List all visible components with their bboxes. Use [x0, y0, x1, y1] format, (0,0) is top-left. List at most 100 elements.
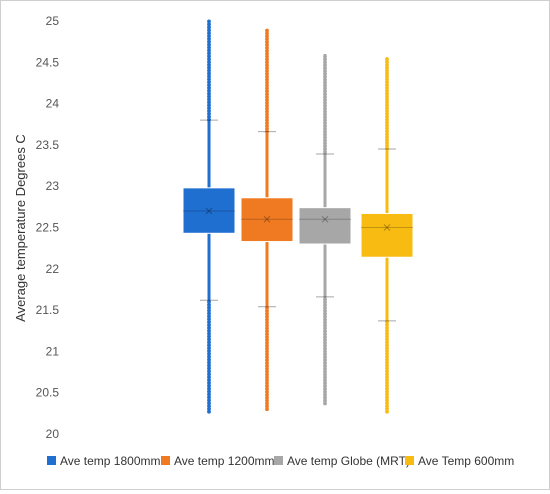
- outlier-point: [385, 57, 389, 61]
- outlier-point: [385, 389, 389, 394]
- outlier-point: [207, 68, 211, 73]
- outlier-point: [265, 118, 269, 123]
- outlier-point: [265, 40, 269, 44]
- outlier-point: [323, 343, 327, 348]
- outlier-point: [323, 144, 327, 149]
- outlier-point: [323, 77, 327, 82]
- outlier-point: [323, 329, 327, 334]
- outlier-point: [207, 320, 211, 324]
- outlier-point: [265, 337, 269, 342]
- outlier-point: [323, 401, 327, 406]
- outlier-point: [207, 372, 211, 377]
- legend-label: Ave temp Globe (MRT): [287, 454, 410, 468]
- outlier-point: [323, 80, 327, 85]
- outlier-point: [265, 306, 269, 310]
- outlier-point: [207, 354, 211, 359]
- outlier-point: [323, 349, 327, 354]
- outlier-point: [265, 323, 269, 328]
- outlier-point: [265, 37, 269, 42]
- outlier-point: [323, 97, 327, 102]
- outlier-point: [207, 401, 211, 405]
- outlier-point: [385, 117, 389, 122]
- legend-swatch: [274, 456, 283, 465]
- outlier-point: [323, 132, 327, 137]
- outlier-point: [385, 377, 389, 382]
- outlier-point: [323, 124, 327, 128]
- outlier-point: [265, 54, 269, 59]
- outlier-point: [323, 398, 327, 403]
- y-tick-label: 24.5: [36, 55, 60, 69]
- outlier-point: [385, 349, 389, 353]
- outlier-point: [265, 384, 269, 388]
- outlier-point: [323, 387, 327, 391]
- outlier-point: [323, 89, 327, 94]
- outlier-point: [323, 150, 327, 154]
- outlier-point: [207, 377, 211, 382]
- outlier-point: [265, 60, 269, 65]
- y-tick-label: 24: [46, 97, 60, 111]
- outlier-point: [207, 39, 211, 44]
- outlier-point: [207, 28, 211, 32]
- outlier-point: [323, 126, 327, 131]
- outlier-point: [265, 95, 269, 99]
- outlier-point: [323, 355, 327, 360]
- outlier-point: [265, 109, 269, 114]
- outlier-point: [265, 57, 269, 62]
- outlier-point: [207, 346, 211, 350]
- outlier-point: [265, 395, 269, 400]
- outlier-point: [265, 89, 269, 94]
- outlier-point: [323, 129, 327, 134]
- outlier-point: [207, 114, 211, 119]
- outlier-point: [265, 309, 269, 313]
- outlier-point: [323, 66, 327, 70]
- outlier-point: [323, 366, 327, 371]
- outlier-point: [207, 314, 211, 319]
- outlier-point: [385, 120, 389, 125]
- outlier-point: [207, 19, 211, 24]
- outlier-point: [265, 63, 269, 68]
- outlier-point: [385, 146, 389, 151]
- outlier-point: [207, 299, 211, 304]
- legend-label: Ave Temp 600mm: [418, 454, 514, 468]
- outlier-point: [265, 366, 269, 371]
- outlier-point: [207, 86, 211, 90]
- outlier-point: [207, 100, 211, 105]
- outlier-point: [323, 369, 327, 374]
- outlier-point: [323, 337, 327, 342]
- outlier-point: [323, 332, 327, 336]
- outlier-point: [323, 115, 327, 120]
- outlier-point: [323, 106, 327, 111]
- outlier-point: [385, 65, 389, 70]
- outlier-point: [265, 389, 269, 394]
- legend-swatch: [47, 456, 56, 465]
- outlier-point: [323, 141, 327, 146]
- outlier-point: [265, 34, 269, 39]
- outlier-point: [385, 363, 389, 368]
- outlier-point: [385, 343, 389, 348]
- outlier-point: [385, 106, 389, 111]
- outlier-point: [323, 361, 327, 365]
- outlier-point: [265, 349, 269, 354]
- outlier-point: [265, 129, 269, 134]
- outlier-point: [385, 132, 389, 137]
- outlier-point: [207, 392, 211, 397]
- outlier-point: [265, 45, 269, 50]
- outlier-point: [265, 387, 269, 391]
- legend-item: Ave temp Globe (MRT): [274, 454, 410, 468]
- outlier-point: [323, 392, 327, 397]
- outlier-point: [207, 77, 211, 82]
- outlier-point: [207, 409, 211, 414]
- outlier-point: [265, 407, 269, 412]
- outlier-point: [323, 378, 327, 383]
- outlier-point: [265, 112, 269, 117]
- outlier-point: [323, 317, 327, 322]
- legend: Ave temp 1800mm Ave temp 1200mm Ave temp G…: [47, 454, 514, 468]
- outlier-point: [323, 320, 327, 325]
- outlier-point: [265, 115, 269, 120]
- outlier-point: [323, 375, 327, 380]
- outlier-point: [323, 138, 327, 143]
- mean-marker: [321, 215, 329, 223]
- outlier-point: [385, 140, 389, 145]
- y-tick-label: 21: [46, 344, 60, 358]
- outlier-point: [385, 112, 389, 116]
